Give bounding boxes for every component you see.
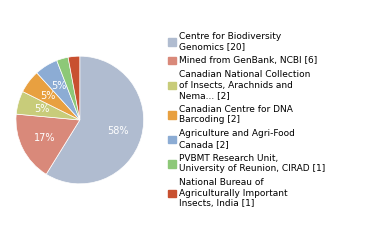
Wedge shape (16, 114, 80, 174)
Wedge shape (46, 56, 144, 184)
Text: 5%: 5% (34, 104, 49, 114)
Legend: Centre for Biodiversity
Genomics [20], Mined from GenBank, NCBI [6], Canadian Na: Centre for Biodiversity Genomics [20], M… (168, 32, 326, 208)
Wedge shape (23, 73, 80, 120)
Text: 5%: 5% (41, 91, 56, 101)
Wedge shape (57, 57, 80, 120)
Text: 17%: 17% (33, 133, 55, 143)
Wedge shape (68, 56, 80, 120)
Wedge shape (16, 91, 80, 120)
Text: 58%: 58% (107, 126, 128, 136)
Wedge shape (37, 60, 80, 120)
Text: 5%: 5% (51, 81, 66, 91)
